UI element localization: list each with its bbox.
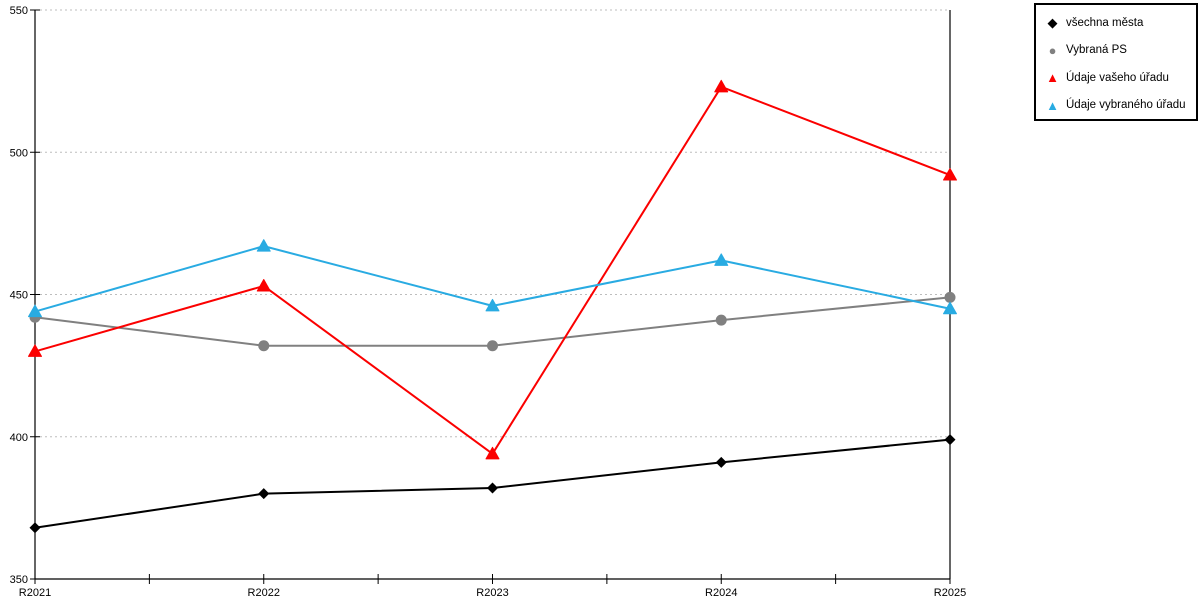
triangle-icon: ▲ (1046, 70, 1059, 86)
legend-item-label: Vybraná PS (1066, 44, 1127, 57)
series-line (34, 85, 951, 455)
data-point-marker (714, 253, 729, 266)
data-point-marker (943, 301, 957, 315)
legend-item-label: Údaje vašeho úřadu (1066, 71, 1169, 84)
x-tick-label: R2023 (476, 587, 508, 599)
data-point-marker (485, 298, 500, 312)
y-tick-label: 500 (10, 147, 28, 159)
data-point-marker (485, 446, 500, 460)
data-point-marker (28, 304, 42, 318)
y-tick-label: 450 (10, 290, 28, 302)
x-tick-label: R2022 (248, 587, 280, 599)
diamond-icon: ◆ (1047, 15, 1058, 31)
legend-item-vsechna-mesta[interactable]: ◆ všechna města (1045, 9, 1196, 37)
data-point-marker (715, 314, 727, 326)
legend-item-udaje-vybraneho-uradu[interactable]: ▲ Údaje vybraného úřadu (1045, 92, 1196, 120)
data-point-marker (714, 79, 729, 93)
circle-icon: ● (1048, 42, 1057, 58)
y-tick-label: 550 (10, 5, 28, 17)
data-point-marker (256, 239, 271, 252)
y-tick-label: 350 (10, 574, 28, 586)
legend-item-label: Údaje vybraného úřadu (1066, 99, 1186, 112)
data-point-marker (715, 456, 727, 468)
data-point-marker (258, 488, 270, 500)
legend-item-vybrana-ps[interactable]: ● Vybraná PS (1045, 37, 1196, 65)
data-point-marker (28, 344, 42, 357)
data-point-marker (943, 168, 957, 181)
legend: ◆ všechna města ● Vybraná PS ▲ Údaje vaš… (1034, 3, 1198, 121)
data-point-marker (256, 278, 271, 292)
y-tick-label: 400 (10, 432, 28, 444)
x-tick-label: R2024 (705, 587, 737, 599)
data-point-marker (944, 291, 956, 303)
data-point-marker (29, 522, 41, 534)
data-point-marker (487, 340, 498, 352)
x-tick-label: R2025 (934, 587, 966, 599)
legend-item-label: všechna města (1066, 16, 1144, 29)
triangle-icon: ▲ (1046, 97, 1059, 113)
legend-item-udaje-vaseho-uradu[interactable]: ▲ Údaje vašeho úřadu (1045, 64, 1196, 92)
data-point-marker (944, 434, 956, 446)
data-point-marker (258, 340, 270, 352)
data-point-marker (487, 482, 498, 494)
x-tick-label: R2021 (19, 587, 51, 599)
